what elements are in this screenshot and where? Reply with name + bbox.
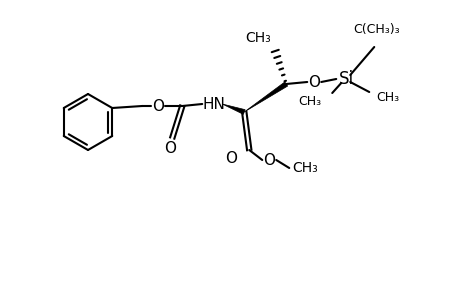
Text: CH₃: CH₃	[245, 31, 270, 45]
Text: CH₃: CH₃	[298, 94, 321, 107]
Polygon shape	[244, 82, 287, 112]
Text: O: O	[164, 140, 176, 155]
Text: CH₃: CH₃	[292, 161, 318, 175]
Text: O: O	[225, 151, 237, 166]
Text: Si: Si	[338, 70, 353, 88]
Text: CH₃: CH₃	[376, 91, 399, 103]
Text: C(CH₃)₃: C(CH₃)₃	[352, 22, 399, 35]
Text: HN: HN	[202, 97, 225, 112]
Polygon shape	[222, 104, 245, 114]
Text: O: O	[263, 152, 274, 167]
Text: O: O	[308, 74, 319, 89]
Text: O: O	[152, 98, 164, 113]
